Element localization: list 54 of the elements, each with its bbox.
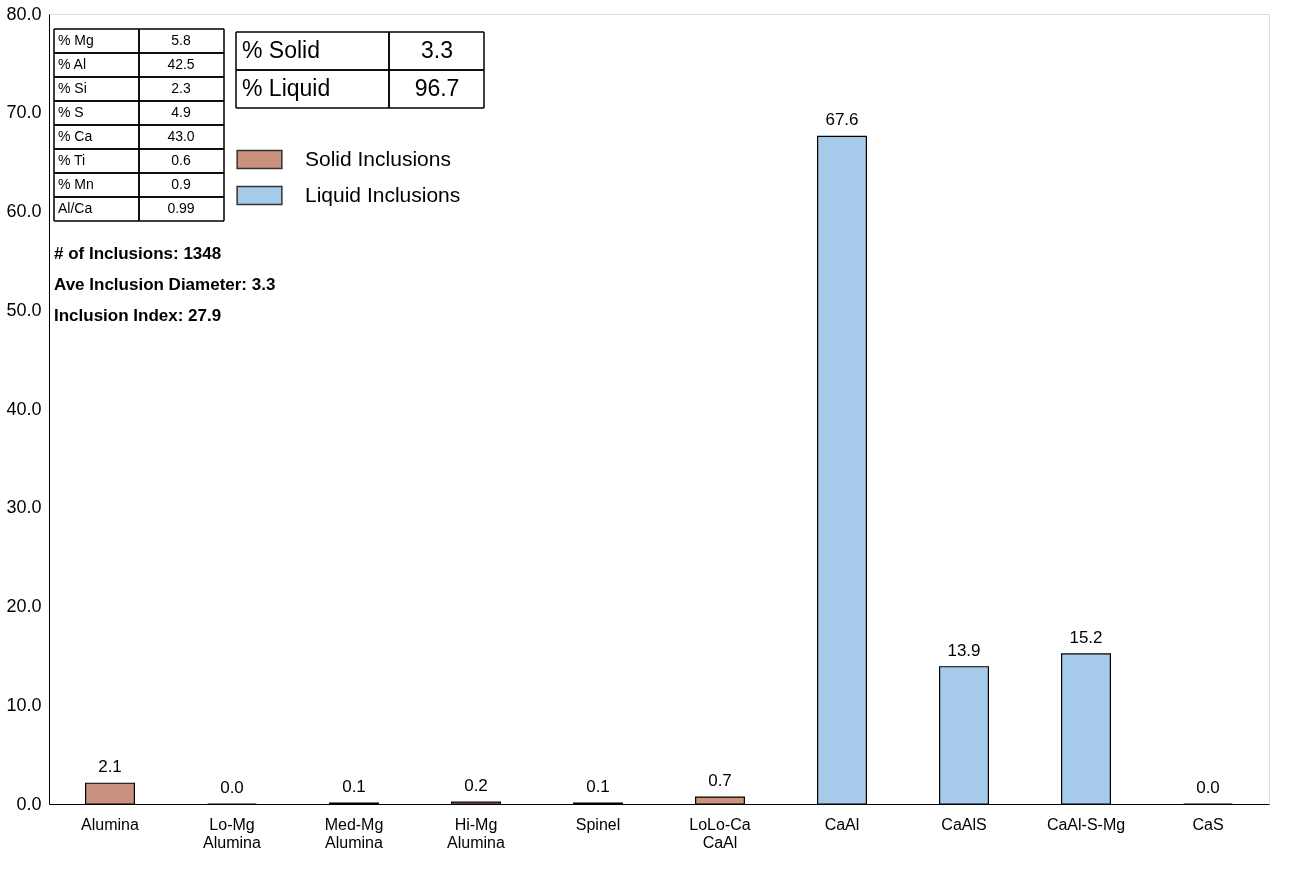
annotation: % Liquid bbox=[242, 75, 331, 101]
data-label: 0.7 bbox=[708, 771, 732, 791]
data-label: 0.0 bbox=[1196, 778, 1220, 797]
annotation: % Al bbox=[58, 56, 87, 72]
annotation: Al/Ca bbox=[58, 200, 93, 216]
annotation: % Solid bbox=[242, 37, 320, 63]
data-label: 0.0 bbox=[220, 778, 244, 797]
annotation: % S bbox=[58, 104, 84, 120]
annotation: % Mn bbox=[58, 176, 94, 192]
annotation: % Mg bbox=[58, 32, 94, 48]
x-tick-label: CaAl bbox=[824, 815, 860, 833]
y-tick-label: 80.0 bbox=[6, 3, 42, 24]
annotation: 2.3 bbox=[171, 80, 191, 96]
annotation: Inclusion Index: 27.9 bbox=[54, 306, 222, 325]
legend-label: Solid Inclusions bbox=[305, 146, 451, 170]
annotation: 5.8 bbox=[171, 32, 191, 48]
annotation: Ave Inclusion Diameter: 3.3 bbox=[54, 275, 276, 294]
y-tick-label: 0.0 bbox=[16, 793, 42, 814]
data-label: 15.2 bbox=[1069, 627, 1103, 647]
annotation: 0.99 bbox=[167, 200, 195, 216]
annotation: 42.5 bbox=[167, 56, 195, 72]
y-tick-label: 40.0 bbox=[6, 398, 42, 419]
y-tick-label: 10.0 bbox=[6, 694, 42, 715]
annotation: % Ca bbox=[58, 128, 93, 144]
x-tick-label: Hi-Mg Alumina bbox=[447, 815, 505, 851]
annotation: 96.7 bbox=[414, 75, 460, 101]
annotation: 4.9 bbox=[171, 104, 191, 120]
x-tick-label: CaAlS bbox=[941, 815, 987, 833]
x-tick-label: LoLo-Ca CaAl bbox=[689, 815, 751, 851]
y-tick-label: 30.0 bbox=[6, 497, 42, 518]
data-label: 13.9 bbox=[947, 640, 981, 660]
data-label: 0.1 bbox=[586, 777, 610, 797]
data-label: 2.1 bbox=[98, 757, 122, 777]
y-tick-label: 20.0 bbox=[6, 596, 42, 616]
y-tick-label: 70.0 bbox=[6, 102, 42, 123]
annotation: % Ti bbox=[58, 152, 86, 168]
data-label: 0.2 bbox=[464, 776, 488, 796]
data-label: 67.6 bbox=[825, 110, 859, 130]
annotation: 0.6 bbox=[171, 152, 191, 168]
x-tick-label: Spinel bbox=[575, 815, 621, 833]
annotation: # of Inclusions: 1348 bbox=[54, 244, 222, 263]
y-tick-label: 50.0 bbox=[6, 299, 42, 320]
x-tick-label: Med-Mg Alumina bbox=[324, 815, 384, 851]
legend-label: Liquid Inclusions bbox=[305, 182, 461, 206]
x-tick-label: CaS bbox=[1192, 815, 1224, 833]
y-tick-label: 60.0 bbox=[6, 201, 42, 221]
annotation: 43.0 bbox=[167, 128, 195, 144]
x-tick-label: CaAl-S-Mg bbox=[1046, 815, 1126, 833]
annotation: 3.3 bbox=[421, 37, 453, 63]
x-tick-label: Alumina bbox=[81, 815, 139, 833]
annotation: 0.9 bbox=[171, 176, 191, 192]
annotation: % Si bbox=[58, 80, 87, 96]
x-tick-label: Lo-Mg Alumina bbox=[203, 815, 261, 851]
data-label: 0.1 bbox=[342, 777, 366, 797]
